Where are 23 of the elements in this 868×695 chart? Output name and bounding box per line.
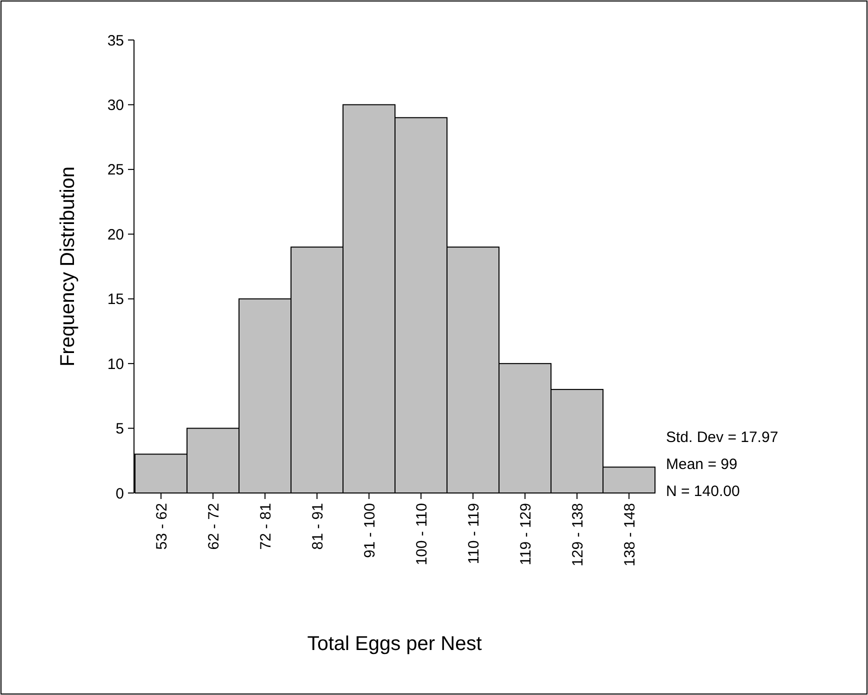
y-tick-label: 0 xyxy=(116,485,124,502)
text: Mean = 99 xyxy=(666,456,738,473)
y-tick-label: 20 xyxy=(107,226,124,244)
x-tick-label: 81 - 91 xyxy=(309,503,326,550)
y-tick-label: 5 xyxy=(116,420,124,438)
x-tick-label: 119 - 129 xyxy=(517,503,534,566)
x-tick-label: 53 - 62 xyxy=(153,503,170,550)
x-tick-label: 100 - 110 xyxy=(413,503,430,566)
y-tick-label: 35 xyxy=(107,32,124,50)
y-tick-label: 25 xyxy=(107,162,124,179)
x-tick-label: 62 - 72 xyxy=(205,503,222,550)
y-tick-label: 30 xyxy=(107,96,124,114)
x-tick-label: 110 - 119 xyxy=(465,503,482,564)
text: N = 140.00 xyxy=(666,483,740,500)
x-tick-label: 72 - 81 xyxy=(257,503,274,550)
text: Std. Dev = 17.97 xyxy=(666,429,778,446)
x-tick-label: 129 - 138 xyxy=(569,503,586,566)
y-tick-label: 10 xyxy=(107,356,124,373)
x-tick-label: 91 - 100 xyxy=(361,503,378,558)
x-axis-title: Total Eggs per Nest xyxy=(307,633,482,655)
x-tick-label: 138 - 148 xyxy=(621,503,638,566)
y-axis-title: Frequency Distribution xyxy=(57,166,79,367)
y-tick-label: 15 xyxy=(107,291,124,308)
